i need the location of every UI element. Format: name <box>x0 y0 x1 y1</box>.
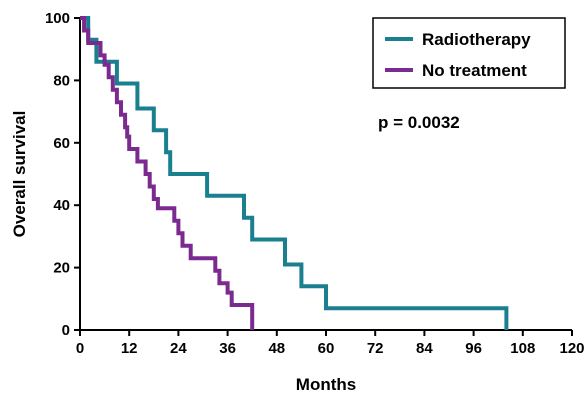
x-tick-label: 0 <box>76 340 84 357</box>
x-tick-label: 72 <box>367 340 384 357</box>
legend: Radiotherapy No treatment <box>372 17 566 89</box>
y-ticks: 0 20 40 60 80 100 <box>45 10 80 339</box>
series-layer <box>80 16 509 330</box>
x-tick-label: 36 <box>219 340 236 357</box>
y-tick-label: 80 <box>53 72 70 89</box>
x-axis-title: Months <box>296 375 356 394</box>
x-tick-label: 84 <box>416 340 433 357</box>
y-tick-label: 100 <box>45 10 70 27</box>
legend-label-radiotherapy: Radiotherapy <box>422 30 531 49</box>
y-tick-label: 20 <box>53 260 70 277</box>
legend-label-no-treatment: No treatment <box>422 61 527 80</box>
y-tick-label: 40 <box>53 197 70 214</box>
x-ticks: 0 12 24 36 48 60 72 84 96 108 120 <box>76 330 585 357</box>
x-tick-label: 48 <box>268 340 285 357</box>
x-tick-label: 24 <box>170 340 187 357</box>
series-line-radiotherapy <box>80 16 509 330</box>
series-line-no-treatment <box>80 16 255 330</box>
y-tick-label: 60 <box>53 135 70 152</box>
x-tick-label: 60 <box>318 340 335 357</box>
x-tick-label: 12 <box>121 340 138 357</box>
legend-box <box>372 17 566 89</box>
p-value-annotation: p = 0.0032 <box>378 113 460 132</box>
y-axis-title: Overall survival <box>10 111 29 238</box>
y-tick-label: 0 <box>62 322 70 339</box>
x-tick-label: 96 <box>465 340 482 357</box>
x-tick-label: 108 <box>510 340 535 357</box>
x-tick-label: 120 <box>559 340 584 357</box>
